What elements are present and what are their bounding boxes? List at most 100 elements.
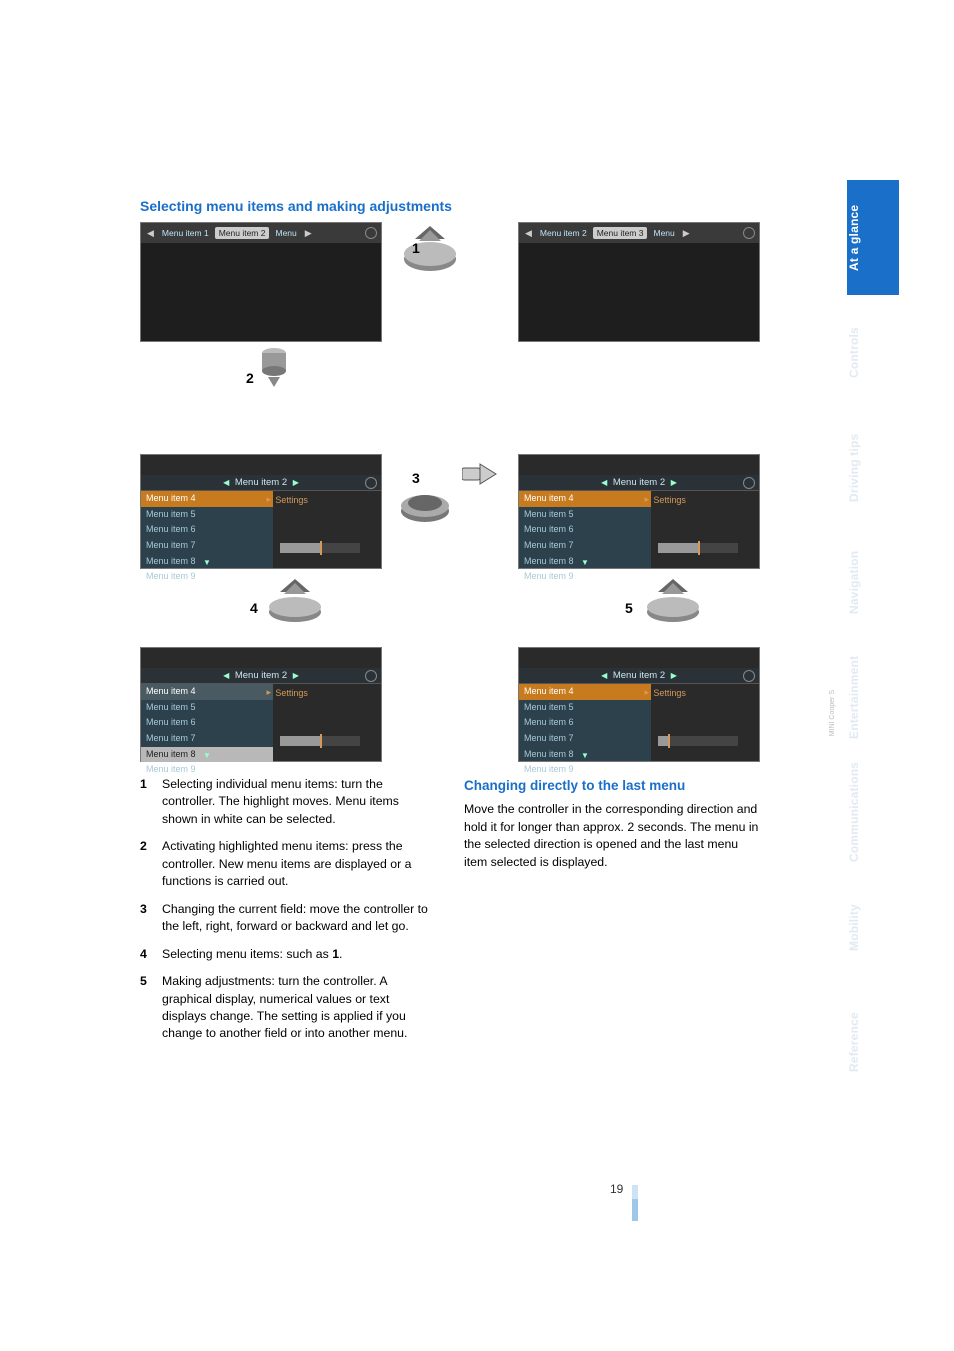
menu-row: Menu item 6 (519, 522, 651, 538)
subsection-heading: Changing directly to the last menu (464, 776, 760, 795)
menu-row: Menu item 9 (519, 762, 651, 778)
screenshot-top-left: ◀ Menu item 1 Menu item 2 Menu ▶ (140, 222, 382, 342)
page-marker (632, 1185, 638, 1199)
scroll-down-icon: ▼ (581, 558, 589, 567)
list-item: 4Selecting menu items: such as 1. (140, 946, 436, 963)
refresh-icon (743, 227, 755, 239)
list-item: 1Selecting individual menu items: turn t… (140, 776, 436, 828)
menu-row: Menu item 4 (141, 491, 273, 507)
tab: Menu item 1 (158, 227, 213, 239)
menu-row: Menu item 7 (519, 538, 651, 554)
tab-arrow-left-icon: ◀ (523, 228, 534, 239)
refresh-icon (743, 477, 755, 489)
adjustment-slider (658, 543, 738, 553)
menu-row: Menu item 7 (141, 731, 273, 747)
list-text: Making adjustments: turn the controller.… (162, 973, 436, 1043)
figure-label: 1 (412, 240, 420, 256)
sidetab-entertainment[interactable]: Entertainment (847, 640, 899, 755)
figure-label: 3 (412, 470, 420, 486)
tabbar: ◀ Menu item 1 Menu item 2 Menu ▶ (141, 223, 381, 243)
paragraph: Move the controller in the corresponding… (464, 801, 760, 871)
scroll-down-icon: ▼ (203, 751, 211, 760)
menu-list: Menu item 4Menu item 5Menu item 6Menu it… (141, 684, 273, 761)
tab: Menu (649, 227, 678, 239)
list-item: 2Activating highlighted menu items: pres… (140, 838, 436, 890)
menu-title: ◀ Menu item 2 ▶ (141, 475, 381, 491)
settings-label: Settings (275, 688, 308, 698)
tab-arrow-right-icon: ▶ (681, 228, 692, 239)
adjustment-slider (280, 543, 360, 553)
screenshot-mid-right: ◀ Menu item 2 ▶Menu item 4Menu item 5Men… (518, 454, 760, 569)
list-text: Activating highlighted menu items: press… (162, 838, 436, 890)
idrive-knob-icon (260, 574, 330, 624)
list-item: 3Changing the current field: move the co… (140, 901, 436, 936)
adjustment-slider (280, 736, 360, 746)
menu-row: Menu item 5 (519, 700, 651, 716)
menu-row: Menu item 7 (519, 731, 651, 747)
refresh-icon (365, 477, 377, 489)
screenshot-top-right: ◀ Menu item 2 Menu item 3 Menu ▶ (518, 222, 760, 342)
sidetab-driving-tips[interactable]: Driving tips (847, 410, 899, 525)
section-heading: Selecting menu items and making adjustme… (140, 198, 760, 214)
menu-list: Menu item 4Menu item 5Menu item 6Menu it… (519, 491, 651, 568)
right-column: Changing directly to the last menu Move … (464, 776, 760, 1053)
page-number: 19 (610, 1182, 623, 1196)
pointer-icon: ▸ (644, 687, 649, 698)
list-text: Selecting individual menu items: turn th… (162, 776, 436, 828)
figure-label: 4 (250, 600, 258, 616)
sidetab-communications[interactable]: Communications (847, 755, 899, 870)
tabbar: ◀ Menu item 2 Menu item 3 Menu ▶ (519, 223, 759, 243)
menu-title: ◀ Menu item 2 ▶ (141, 668, 381, 684)
settings-label: Settings (275, 495, 308, 505)
tab-selected: Menu item 3 (593, 227, 648, 239)
menu-row: Menu item 7 (141, 538, 273, 554)
list-number: 3 (140, 901, 162, 936)
list-text: Changing the current field: move the con… (162, 901, 436, 936)
pointer-icon: ▸ (266, 687, 271, 698)
sidetab-reference[interactable]: Reference (847, 985, 899, 1100)
menu-title: ◀ Menu item 2 ▶ (519, 668, 759, 684)
menu-row: Menu item 6 (519, 715, 651, 731)
sidetab-controls[interactable]: Controls (847, 295, 899, 410)
watermark: MINI Cooper S (829, 690, 836, 736)
scroll-down-icon: ▼ (203, 558, 211, 567)
tab-selected: Menu item 2 (215, 227, 270, 239)
screenshot-bottom-right: ◀ Menu item 2 ▶Menu item 4Menu item 5Men… (518, 647, 760, 762)
list-number: 4 (140, 946, 162, 963)
menu-row: Menu item 4 (141, 684, 273, 700)
menu-list: Menu item 4Menu item 5Menu item 6Menu it… (141, 491, 273, 568)
press-icon (260, 347, 288, 387)
idrive-knob-icon (395, 224, 465, 274)
menu-row: Menu item 9 (141, 762, 273, 778)
tab-arrow-right-icon: ▶ (303, 228, 314, 239)
adjustment-slider (658, 736, 738, 746)
tab-arrow-left-icon: ◀ (145, 228, 156, 239)
sidetab-navigation[interactable]: Navigation (847, 525, 899, 640)
menu-row: Menu item 6 (141, 715, 273, 731)
sidetab-mobility[interactable]: Mobility (847, 870, 899, 985)
menu-row: Menu item 5 (519, 507, 651, 523)
menu-row: Menu item 5 (141, 507, 273, 523)
list-number: 5 (140, 973, 162, 1043)
menu-row: Menu item 5 (141, 700, 273, 716)
refresh-icon (743, 670, 755, 682)
page-marker (632, 1199, 638, 1221)
menu-row: Menu item 4 (519, 491, 651, 507)
pointer-icon: ▸ (266, 494, 271, 505)
figure-label: 5 (625, 600, 633, 616)
figure-label: 2 (246, 370, 254, 386)
settings-label: Settings (653, 495, 686, 505)
scroll-down-icon: ▼ (581, 751, 589, 760)
menu-list: Menu item 4Menu item 5Menu item 6Menu it… (519, 684, 651, 761)
side-tabs: At a glanceControlsDriving tipsNavigatio… (847, 180, 899, 1100)
list-number: 2 (140, 838, 162, 890)
figure: ◀ Menu item 1 Menu item 2 Menu ▶ ◀ Menu … (140, 222, 760, 762)
menu-row: Menu item 9 (519, 569, 651, 585)
move-right-icon (462, 462, 498, 486)
list-number: 1 (140, 776, 162, 828)
menu-row: Menu item 4 (519, 684, 651, 700)
menu-row: Menu item 9 (141, 569, 273, 585)
sidetab-at-a-glance[interactable]: At a glance (847, 180, 899, 295)
idrive-knob-icon (395, 477, 455, 525)
list-item: 5Making adjustments: turn the controller… (140, 973, 436, 1043)
